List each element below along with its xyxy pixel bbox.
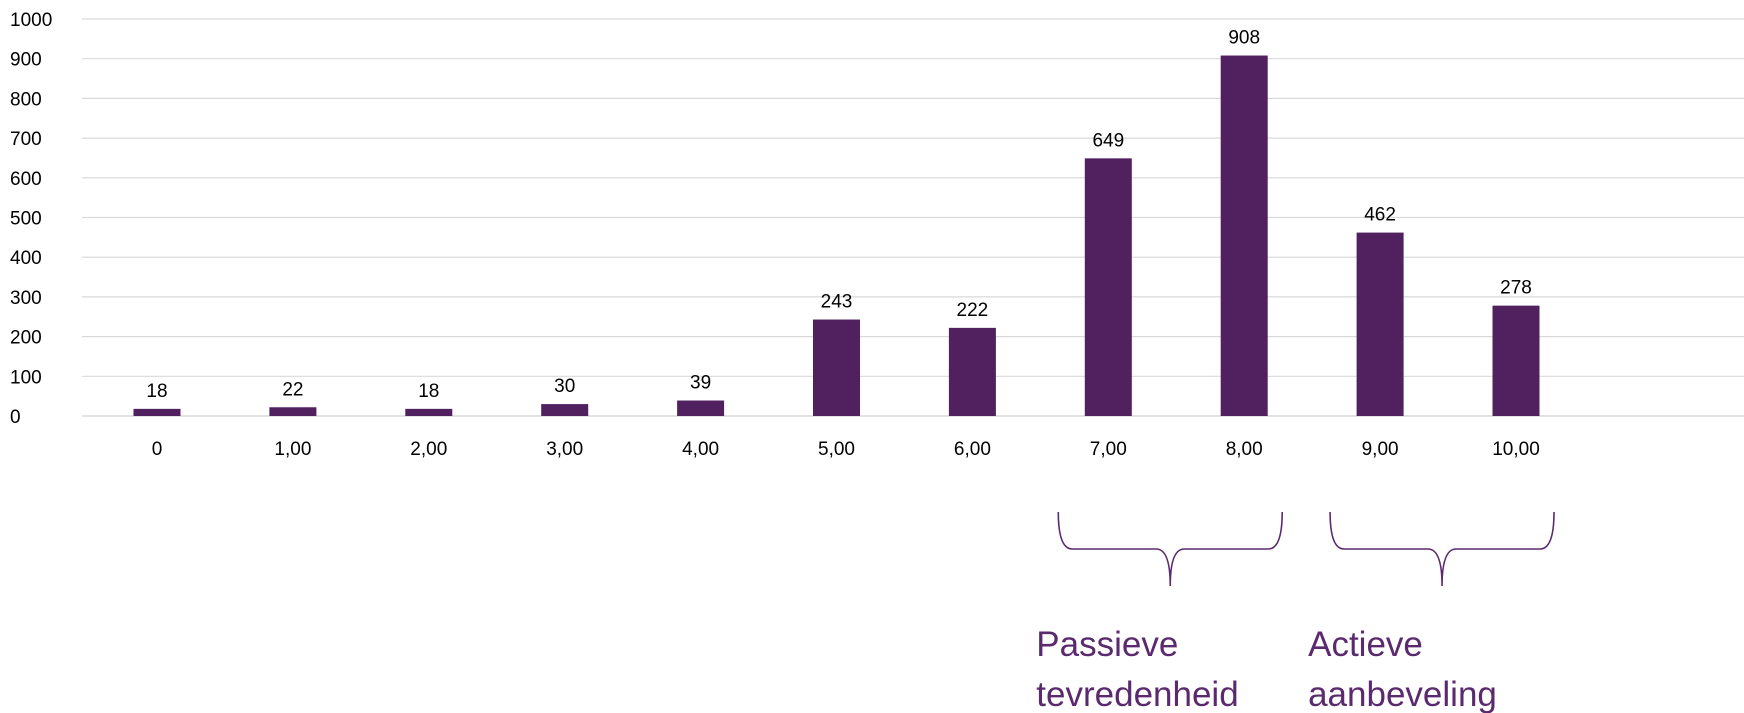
y-tick-label: 100 (10, 367, 42, 388)
y-tick-label: 700 (10, 129, 42, 150)
x-tick-label: 3,00 (546, 439, 583, 460)
data-labels: 18 22 18 30 39 243 222 649 908 462 278 (146, 28, 1531, 402)
data-label: 39 (690, 373, 711, 394)
x-tick-label: 10,00 (1492, 439, 1540, 460)
y-tick-label: 900 (10, 50, 42, 71)
bar (948, 327, 996, 416)
y-tick-label: 600 (10, 169, 42, 190)
brace-passive (1057, 511, 1283, 587)
bars (133, 55, 1540, 417)
bar (1492, 305, 1540, 416)
x-tick-label: 7,00 (1090, 439, 1127, 460)
x-tick-label: 0 (152, 439, 163, 460)
data-label: 278 (1500, 278, 1532, 299)
annotation-label-active: Actieve (1308, 625, 1423, 664)
annotation-label-active: aanbeveling (1308, 675, 1497, 713)
y-tick-label: 300 (10, 288, 42, 309)
bar (133, 408, 181, 416)
annotation-label-passive: Passieve (1036, 625, 1178, 664)
annotations: Passieve tevredenheid Actieve aanbeveling (1036, 511, 1555, 713)
x-tick-label: 4,00 (682, 439, 719, 460)
data-label: 649 (1092, 130, 1124, 151)
bar (813, 319, 860, 416)
y-tick-label: 500 (10, 209, 42, 230)
bar (1356, 232, 1404, 416)
bar (405, 408, 453, 416)
data-label: 22 (282, 379, 303, 400)
x-tick-label: 8,00 (1226, 439, 1263, 460)
brace-active (1329, 511, 1555, 587)
y-tick-label: 0 (10, 407, 21, 428)
data-label: 18 (146, 381, 167, 402)
x-tick-label: 5,00 (818, 439, 855, 460)
x-tick-label: 6,00 (954, 439, 991, 460)
data-label: 462 (1364, 205, 1396, 226)
y-tick-label: 200 (10, 328, 42, 349)
y-axis-tick-labels: 0 100 200 300 400 500 600 700 800 900 1000 (10, 10, 52, 428)
annotation-label-passive: tevredenheid (1036, 675, 1238, 713)
bar (541, 404, 589, 416)
bar (269, 407, 317, 416)
bar (1084, 158, 1132, 417)
x-axis-tick-labels: 0 1,00 2,00 3,00 4,00 5,00 6,00 7,00 8,00 9,00 10,… (152, 439, 1540, 460)
data-label: 243 (821, 292, 853, 313)
bar (677, 400, 725, 416)
data-label: 18 (418, 381, 439, 402)
x-tick-label: 9,00 (1362, 439, 1399, 460)
x-tick-label: 2,00 (410, 439, 447, 460)
bar (1220, 55, 1268, 417)
data-label: 30 (554, 376, 575, 397)
data-label: 222 (957, 300, 989, 321)
y-tick-label: 1000 (10, 10, 52, 31)
gridlines (82, 18, 1744, 417)
data-label: 908 (1228, 28, 1260, 49)
x-tick-label: 1,00 (274, 439, 311, 460)
y-tick-label: 800 (10, 89, 42, 110)
y-tick-label: 400 (10, 248, 42, 269)
